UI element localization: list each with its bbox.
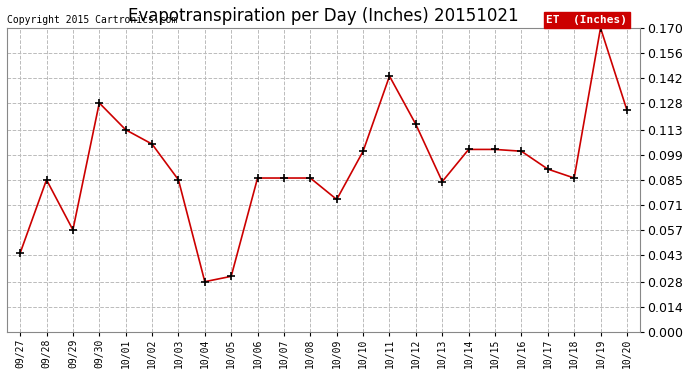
Text: ET  (Inches): ET (Inches) [546, 15, 627, 25]
Title: Evapotranspiration per Day (Inches) 20151021: Evapotranspiration per Day (Inches) 2015… [128, 7, 519, 25]
Text: Copyright 2015 Cartronics.com: Copyright 2015 Cartronics.com [7, 15, 177, 25]
